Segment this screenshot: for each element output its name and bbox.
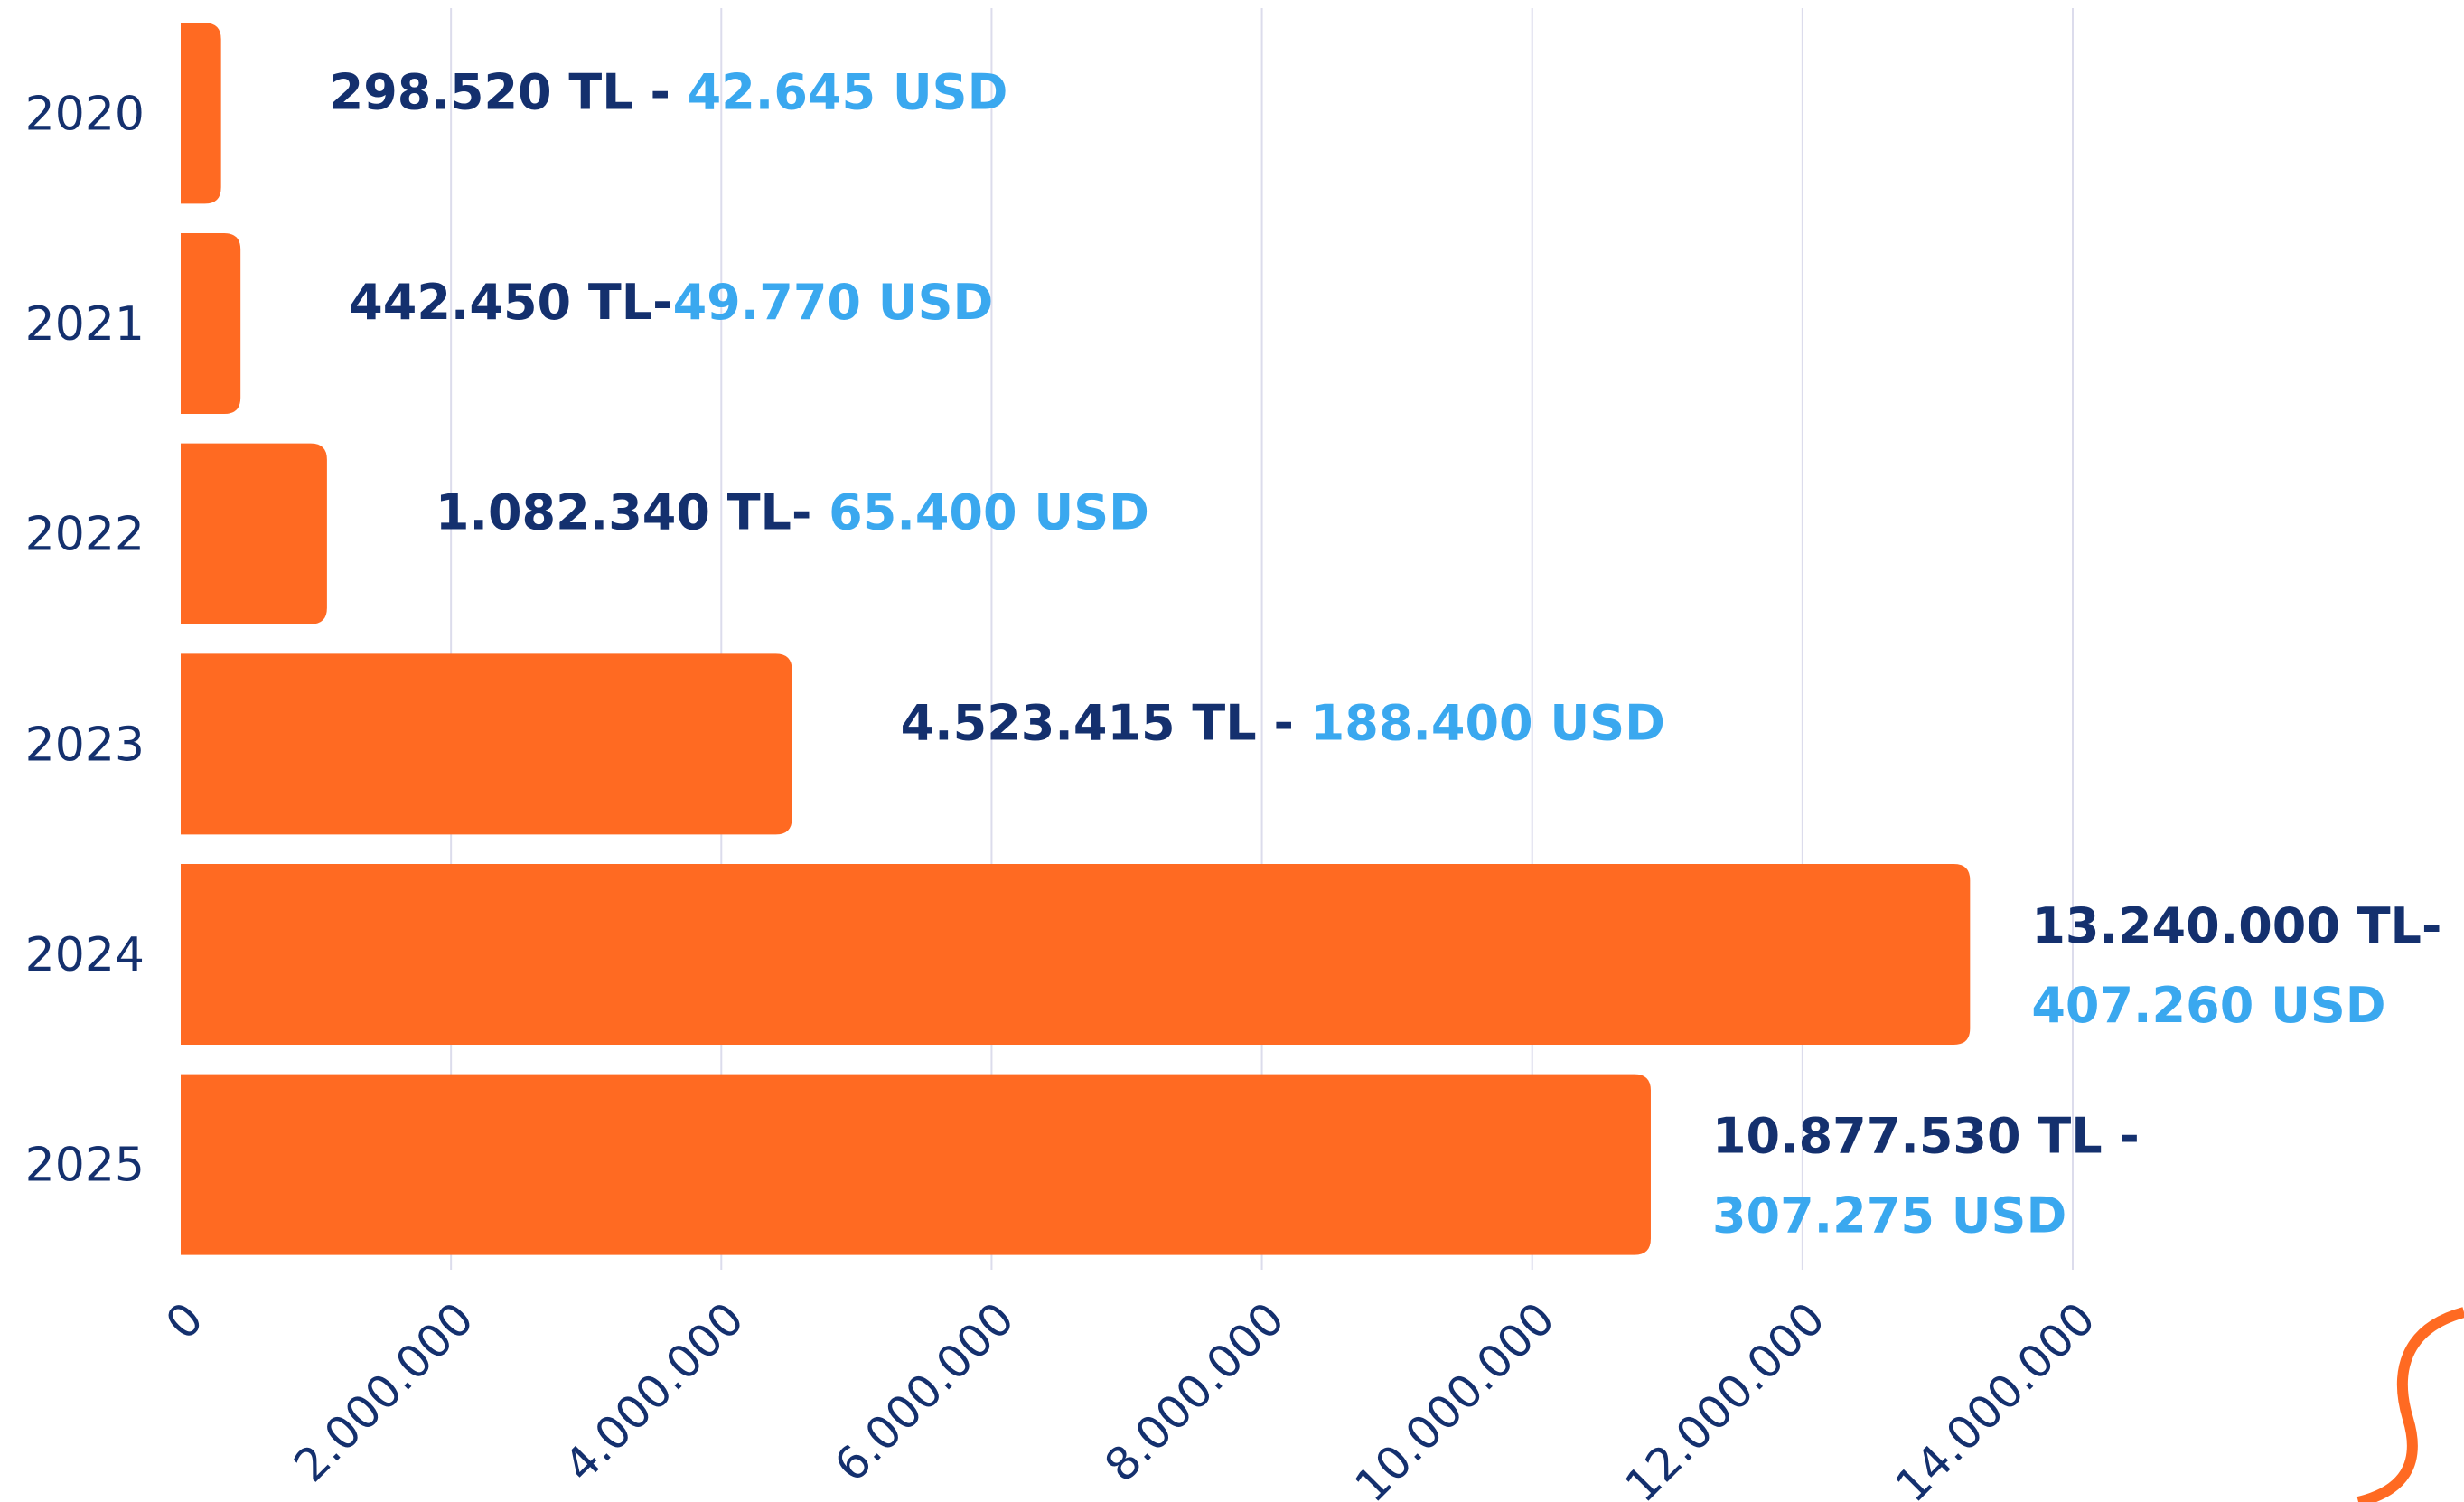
tl-label: 298.520 TL - xyxy=(330,63,688,120)
usd-label: 307.275 USD xyxy=(1712,1187,2066,1244)
x-tick-label: 2.000.000 xyxy=(284,1292,483,1492)
chart: 02.000.0004.000.0006.000.0008.000.00010.… xyxy=(0,0,2464,1502)
data-label: 13.240.000 TL- 407.260 USD xyxy=(2031,897,2441,1034)
y-tick-label: 2021 xyxy=(25,297,145,352)
data-label: 442.450 TL-49.770 USD xyxy=(349,274,993,331)
data-label: 1.082.340 TL- 65.400 USD xyxy=(436,483,1149,540)
x-tick-label: 0 xyxy=(156,1292,214,1350)
tl-label: 13.240.000 TL- xyxy=(2031,897,2441,954)
bar xyxy=(181,1075,1651,1255)
usd-label: 42.645 USD xyxy=(688,63,1008,120)
usd-label: 65.400 USD xyxy=(829,483,1149,540)
bar xyxy=(181,233,240,414)
y-tick-label: 2024 xyxy=(25,928,145,982)
y-tick-label: 2022 xyxy=(25,508,145,562)
x-tick-label: 10.000.000 xyxy=(1344,1292,1564,1502)
x-tick-label: 8.000.000 xyxy=(1095,1292,1295,1492)
x-tick-label: 6.000.000 xyxy=(825,1292,1025,1492)
x-tick-label: 4.000.000 xyxy=(554,1292,754,1492)
bar xyxy=(181,23,221,203)
data-label: 10.877.530 TL - 307.275 USD xyxy=(1712,1107,2157,1244)
decoration xyxy=(2358,1312,2464,1502)
data-label: 4.523.415 TL - 188.400 USD xyxy=(901,694,1665,751)
usd-label: 49.770 USD xyxy=(673,274,994,331)
y-tick-label: 2020 xyxy=(25,87,145,141)
x-tick-label: 12.000.000 xyxy=(1615,1292,1834,1502)
tl-label: 1.082.340 TL- xyxy=(436,483,829,540)
tl-label: 442.450 TL- xyxy=(349,274,672,331)
x-tick-label: 14.000.000 xyxy=(1886,1292,2105,1502)
usd-label: 188.400 USD xyxy=(1311,694,1665,751)
bar xyxy=(181,444,327,624)
y-tick-label: 2025 xyxy=(25,1139,145,1193)
bar xyxy=(181,653,792,834)
bar xyxy=(181,864,1970,1045)
data-label: 298.520 TL - 42.645 USD xyxy=(330,63,1008,120)
usd-label: 407.260 USD xyxy=(2031,977,2385,1034)
tl-label: 10.877.530 TL - xyxy=(1712,1107,2157,1164)
tl-label: 4.523.415 TL - xyxy=(901,694,1311,751)
y-tick-label: 2023 xyxy=(25,718,145,772)
